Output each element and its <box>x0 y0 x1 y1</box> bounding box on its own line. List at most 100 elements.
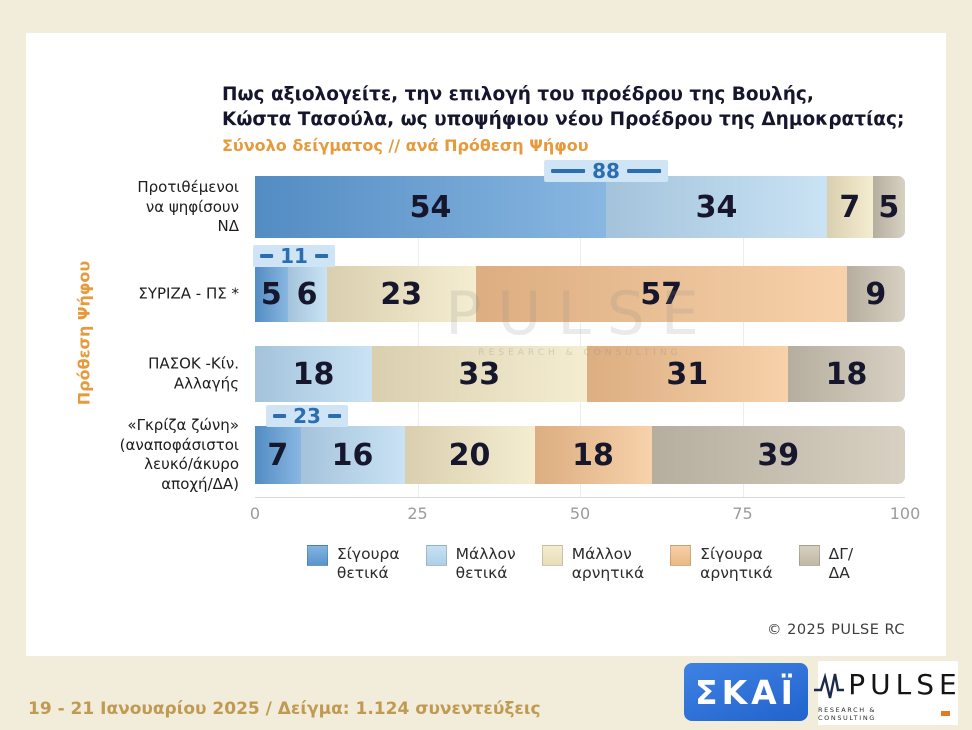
legend-item: ΔΓ/ΔΑ <box>798 545 853 583</box>
segment-value: 18 <box>292 356 335 392</box>
total-annotation: 88 <box>544 160 668 182</box>
stacked-bar: 5 6 23 57 9 <box>255 266 905 322</box>
segment-value: 5 <box>878 189 900 225</box>
segment-value: 57 <box>640 276 683 312</box>
gridline <box>417 176 419 497</box>
bar-segment-lean_pos: 34 <box>606 176 827 238</box>
stacked-bar: 18 33 31 18 <box>255 346 905 402</box>
legend-label-line: θετικά <box>336 563 389 582</box>
total-annotation: 11 <box>253 245 335 267</box>
bar-segment-dk: 18 <box>788 346 905 402</box>
segment-value: 33 <box>458 356 501 392</box>
category-label-line: να ψηφίσουν <box>145 197 239 216</box>
annotation-dash <box>314 254 328 258</box>
category-labels: Προτιθέμενοι να ψηφίσουν ΝΔ ΣΥΡΙΖΑ - ΠΣ * ΠΑ… <box>96 176 247 497</box>
x-axis: 0 25 50 75 100 <box>250 504 920 526</box>
category-label-line: λευκό/άκυρο <box>144 455 239 473</box>
legend: Σίγουρα θετικά Μάλλον θετικά Μάλλον αρνητικά Σ… <box>255 545 905 583</box>
bar-segment-strong_neg: 31 <box>586 346 788 402</box>
segment-value: 54 <box>409 189 452 225</box>
gridline <box>742 176 744 497</box>
annotation-dash <box>260 254 274 258</box>
segment-value: 16 <box>331 437 374 473</box>
pulse-logo: PULSE RESEARCH & CONSULTING <box>814 661 958 725</box>
waveform-icon <box>814 671 845 698</box>
pulse-logo-top: PULSE <box>814 667 961 703</box>
x-tick-label: 50 <box>569 504 591 523</box>
legend-label: ΔΓ/ΔΑ <box>829 545 853 583</box>
legend-label-line: Μάλλον <box>455 545 516 563</box>
bar-segment-lean_neg: 7 <box>827 176 873 238</box>
segment-value: 39 <box>757 437 800 473</box>
segment-value: 18 <box>825 356 868 392</box>
x-tick-label: 100 <box>889 504 921 523</box>
bar-segment-lean_neg: 33 <box>372 346 587 402</box>
annotation-dash <box>626 169 661 173</box>
annotation-value: 11 <box>280 244 308 268</box>
legend-swatch <box>541 545 563 566</box>
segment-value: 7 <box>267 437 289 473</box>
chart-subtitle: Σύνολο δείγματος // ανά Πρόθεση Ψήφου <box>222 136 589 155</box>
legend-item: Μάλλον αρνητικά <box>541 545 644 583</box>
legend-label-line: αρνητικά <box>571 563 645 582</box>
pulse-logo-text: PULSE <box>848 667 962 701</box>
category-label-line: ΝΔ <box>217 216 239 235</box>
x-axis-line <box>255 497 905 498</box>
segment-value: 23 <box>380 276 423 312</box>
segment-value: 6 <box>296 276 318 312</box>
category-label-line: ΣΥΡΙΖΑ - ΠΣ * <box>138 284 239 303</box>
legend-item: Μάλλον θετικά <box>425 545 516 583</box>
chart-title-line2: Κώστα Τασούλα, ως υποψήφιου νέου Προέδρο… <box>222 109 905 130</box>
date-sample-text: 19 - 21 Ιανουαρίου 2025 / Δείγμα: 1.124 … <box>28 699 541 719</box>
category-label-line: (αναποφάσιστοι <box>119 435 239 454</box>
legend-label-line: ΔΑ <box>828 563 850 582</box>
category-label: ΠΑΣΟΚ -Κίν. Αλλαγής <box>148 355 239 394</box>
pulse-logo-subtext: RESEARCH & CONSULTING <box>818 705 877 722</box>
pulse-logo-subline: RESEARCH & CONSULTING <box>818 706 950 722</box>
category-label: «Γκρίζα ζώνη» (αναποφάσιστοι λευκό/άκυρο απ… <box>120 416 239 494</box>
bar-segment-strong_pos: 54 <box>255 176 606 238</box>
segment-value: 9 <box>865 276 887 312</box>
category-label: Προτιθέμενοι να ψηφίσουν ΝΔ <box>137 178 239 237</box>
bar-segment-lean_neg: 23 <box>326 266 476 322</box>
legend-label-line: Σίγουρα <box>700 545 763 563</box>
segment-value: 5 <box>260 276 282 312</box>
legend-label: Σίγουρα αρνητικά <box>700 545 772 583</box>
bar-segment-lean_neg: 20 <box>404 426 535 484</box>
legend-label: Μάλλον αρνητικά <box>572 545 644 583</box>
legend-label: Μάλλον θετικά <box>456 545 516 583</box>
segment-value: 20 <box>448 437 491 473</box>
segment-value: 34 <box>695 189 738 225</box>
plot-area: PULSE RESEARCH & CONSULTING 543475885623… <box>253 160 905 497</box>
legend-label-line: θετικά <box>455 563 508 582</box>
legend-swatch <box>670 545 692 566</box>
chart-panel <box>26 33 946 656</box>
annotation-dash <box>273 414 287 418</box>
legend-label: Σίγουρα θετικά <box>337 545 400 583</box>
bar-segment-dk: 5 <box>872 176 905 238</box>
bar-segment-strong_pos: 7 <box>255 426 301 484</box>
bar-segment-lean_pos: 18 <box>255 346 372 402</box>
legend-item: Σίγουρα θετικά <box>306 545 400 583</box>
legend-item: Σίγουρα αρνητικά <box>670 545 773 583</box>
annotation-value: 88 <box>592 159 620 183</box>
bar-segment-lean_pos: 16 <box>300 426 405 484</box>
bar-segment-strong_neg: 18 <box>534 426 652 484</box>
annotation-dash <box>327 414 341 418</box>
stacked-bar: 7 16 20 18 39 <box>255 426 905 484</box>
chart-title: Πως αξιολογείτε, την επιλογή του προέδρο… <box>222 82 904 132</box>
category-label-line: αποχή/ΔΑ) <box>161 474 239 493</box>
segment-value: 31 <box>666 356 709 392</box>
legend-swatch <box>798 545 820 566</box>
bar-segment-strong_pos: 5 <box>255 266 288 322</box>
bar-segment-strong_neg: 57 <box>476 266 847 322</box>
skai-logo: ΣΚΑΪ <box>684 663 808 721</box>
legend-swatch <box>425 545 447 566</box>
bar-segment-dk: 9 <box>846 266 905 322</box>
pulse-logo-accent <box>941 711 950 716</box>
bar-segment-lean_pos: 6 <box>287 266 327 322</box>
skai-logo-text: ΣΚΑΪ <box>695 672 797 712</box>
legend-swatch <box>306 545 328 566</box>
legend-label-line: Σίγουρα <box>336 545 400 563</box>
